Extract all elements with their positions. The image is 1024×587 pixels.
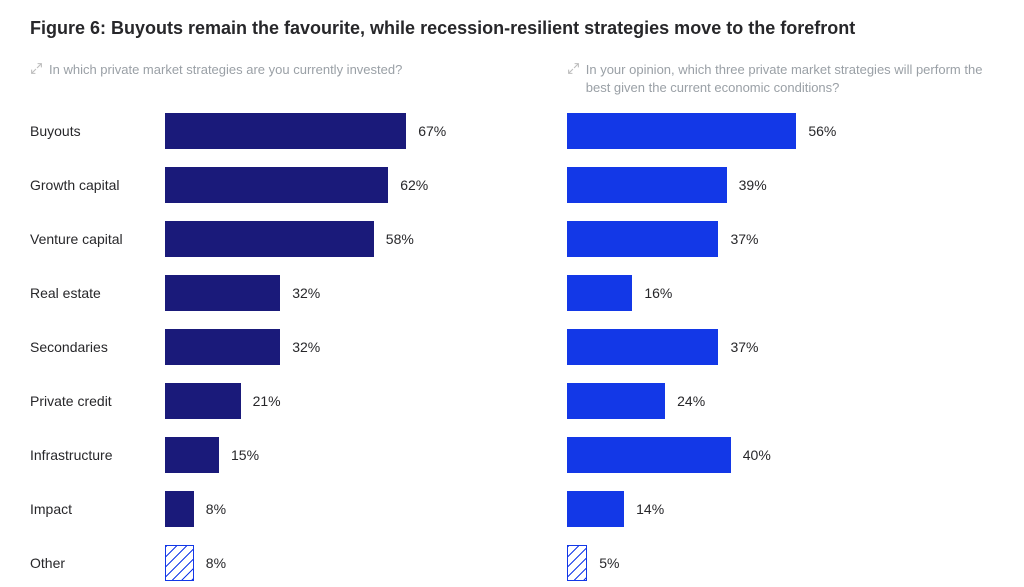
chart-row: 5% — [567, 539, 994, 587]
enlarge-icon[interactable] — [30, 62, 43, 75]
right-rows: 56% 39% 37% 16% 37% 24% 40% 14% 5% — [567, 107, 994, 587]
left-chart: In which private market strategies are y… — [30, 61, 537, 587]
value-label: 39% — [739, 177, 767, 193]
left-rows: Buyouts 67% Growth capital 62% Venture capit… — [30, 107, 537, 587]
bar — [567, 113, 797, 149]
value-label: 21% — [253, 393, 281, 409]
bar-area: 5% — [567, 539, 994, 587]
bar — [165, 275, 280, 311]
value-label: 16% — [644, 285, 672, 301]
bar — [567, 167, 727, 203]
chart-row: 24% — [567, 377, 994, 425]
right-chart: In your opinion, which three private mar… — [567, 61, 994, 587]
bar-area: 15% — [165, 431, 537, 479]
bar-area: 32% — [165, 323, 537, 371]
chart-row: 14% — [567, 485, 994, 533]
chart-row: 37% — [567, 215, 994, 263]
value-label: 62% — [400, 177, 428, 193]
bar — [567, 437, 731, 473]
chart-row: Growth capital 62% — [30, 161, 537, 209]
bar — [165, 167, 388, 203]
bar — [567, 491, 624, 527]
bar-area: 8% — [165, 539, 537, 587]
charts-wrap: In which private market strategies are y… — [30, 61, 994, 587]
bar-area: 16% — [567, 269, 994, 317]
value-label: 15% — [231, 447, 259, 463]
value-label: 58% — [386, 231, 414, 247]
chart-row: Infrastructure 15% — [30, 431, 537, 479]
bar — [567, 221, 719, 257]
bar-area: 40% — [567, 431, 994, 479]
bar-area: 62% — [165, 161, 537, 209]
category-label: Impact — [30, 501, 165, 517]
bar — [165, 545, 194, 581]
value-label: 56% — [808, 123, 836, 139]
chart-row: 39% — [567, 161, 994, 209]
bar — [567, 545, 588, 581]
category-label: Infrastructure — [30, 447, 165, 463]
bar — [567, 329, 719, 365]
right-question-text: In your opinion, which three private mar… — [586, 61, 994, 97]
value-label: 40% — [743, 447, 771, 463]
bar — [567, 383, 665, 419]
bar-area: 58% — [165, 215, 537, 263]
chart-row: Impact 8% — [30, 485, 537, 533]
bar — [165, 491, 194, 527]
right-question: In your opinion, which three private mar… — [567, 61, 994, 101]
bar — [165, 221, 374, 257]
value-label: 37% — [730, 231, 758, 247]
chart-row: Secondaries 32% — [30, 323, 537, 371]
bar-area: 56% — [567, 107, 994, 155]
category-label: Growth capital — [30, 177, 165, 193]
value-label: 8% — [206, 501, 226, 517]
value-label: 8% — [206, 555, 226, 571]
value-label: 24% — [677, 393, 705, 409]
bar — [165, 329, 280, 365]
bar-area: 37% — [567, 215, 994, 263]
bar-area: 8% — [165, 485, 537, 533]
chart-row: Buyouts 67% — [30, 107, 537, 155]
bar-area: 39% — [567, 161, 994, 209]
category-label: Other — [30, 555, 165, 571]
category-label: Venture capital — [30, 231, 165, 247]
category-label: Private credit — [30, 393, 165, 409]
bar-area: 32% — [165, 269, 537, 317]
value-label: 5% — [599, 555, 619, 571]
chart-row: Other 8% — [30, 539, 537, 587]
bar-area: 21% — [165, 377, 537, 425]
category-label: Secondaries — [30, 339, 165, 355]
category-label: Buyouts — [30, 123, 165, 139]
bar — [165, 437, 219, 473]
chart-row: 16% — [567, 269, 994, 317]
value-label: 67% — [418, 123, 446, 139]
chart-row: 37% — [567, 323, 994, 371]
chart-row: Private credit 21% — [30, 377, 537, 425]
bar-area: 67% — [165, 107, 537, 155]
chart-row: Real estate 32% — [30, 269, 537, 317]
bar — [567, 275, 633, 311]
chart-row: 40% — [567, 431, 994, 479]
bar — [165, 113, 406, 149]
left-question: In which private market strategies are y… — [30, 61, 537, 101]
bar-area: 14% — [567, 485, 994, 533]
category-label: Real estate — [30, 285, 165, 301]
enlarge-icon[interactable] — [567, 62, 580, 75]
value-label: 32% — [292, 339, 320, 355]
bar-area: 24% — [567, 377, 994, 425]
bar — [165, 383, 241, 419]
value-label: 14% — [636, 501, 664, 517]
left-question-text: In which private market strategies are y… — [49, 61, 402, 79]
chart-row: 56% — [567, 107, 994, 155]
value-label: 32% — [292, 285, 320, 301]
bar-area: 37% — [567, 323, 994, 371]
value-label: 37% — [730, 339, 758, 355]
figure-title: Figure 6: Buyouts remain the favourite, … — [30, 18, 994, 39]
chart-row: Venture capital 58% — [30, 215, 537, 263]
